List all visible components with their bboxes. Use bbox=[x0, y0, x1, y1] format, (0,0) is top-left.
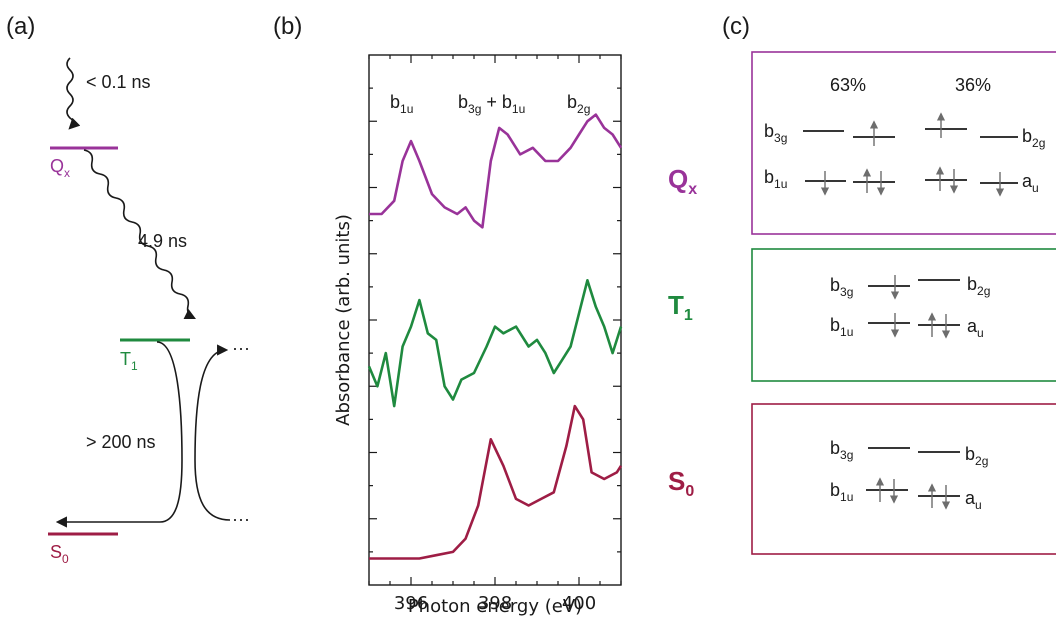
s0-level-bars bbox=[866, 447, 960, 497]
x-axis-label: Photon energy (eV) bbox=[408, 596, 582, 617]
s0-level-label: S0 bbox=[50, 542, 69, 566]
t1-electron-arrows bbox=[890, 275, 951, 339]
qx-orb-au: au bbox=[1022, 171, 1039, 195]
state-label-qx: Qx bbox=[668, 164, 697, 198]
x-tick-label: 396 bbox=[394, 593, 428, 614]
t1-level-label: T1 bbox=[120, 349, 138, 373]
x-tick-label: 398 bbox=[478, 593, 512, 614]
qx-orbital-box: 63% 36% b3g b1u b2g au bbox=[751, 51, 1056, 235]
recovery-arrow-to-dots bbox=[194, 344, 231, 521]
qx-orb-b2g: b2g bbox=[1022, 126, 1045, 150]
t1-level-bars bbox=[868, 279, 960, 326]
t1-orbital-box: b3g b1u b2g au bbox=[751, 248, 1056, 382]
decay-arrow-to-s0 bbox=[55, 341, 183, 528]
excitation-time: < 0.1 ns bbox=[86, 72, 151, 92]
peak-label-b1u: b1u bbox=[390, 92, 413, 116]
ellipsis-bottom: ··· bbox=[232, 509, 250, 529]
qx-level-bars bbox=[803, 128, 1018, 184]
ellipsis-top: ··· bbox=[232, 338, 250, 358]
panel-c-orbitals: 63% 36% b3g b1u b2g au bbox=[751, 51, 1056, 555]
panel-a-jablonski: < 0.1 ns Qx 4.9 ns T1 ··· ··· > 200 ns S… bbox=[48, 57, 250, 566]
peak-label-b2g: b2g bbox=[567, 92, 590, 116]
peak-label-b3g-b1u: b3g + b1u bbox=[458, 92, 525, 116]
panel-label-c: (c) bbox=[722, 13, 750, 40]
y-axis-label: Absorbance (arb. units) bbox=[333, 214, 354, 426]
qx-percent-63: 63% bbox=[830, 75, 866, 95]
s0-orbital-box: b3g b1u b2g au bbox=[751, 403, 1056, 555]
panel-label-b: (b) bbox=[273, 13, 302, 40]
panel-b-spectra: 396 398 400 Photon energy (eV) Absorbance … bbox=[333, 54, 697, 617]
t1-orb-b1u: b1u bbox=[830, 315, 853, 339]
s0-orb-b3g: b3g bbox=[830, 438, 853, 462]
qx-electron-arrows bbox=[820, 112, 1005, 197]
x-tick-label: 400 bbox=[562, 593, 596, 614]
s0-orb-b1u: b1u bbox=[830, 480, 853, 504]
series-s0 bbox=[369, 404, 623, 560]
qx-level-label: Qx bbox=[50, 156, 70, 180]
s0-orb-au: au bbox=[965, 488, 982, 512]
t1-orb-b3g: b3g bbox=[830, 275, 853, 299]
decay-time: > 200 ns bbox=[86, 432, 156, 452]
series-qx bbox=[369, 113, 623, 229]
state-label-t1: T1 bbox=[668, 290, 693, 324]
qx-orb-b1u: b1u bbox=[764, 167, 787, 191]
excitation-wavy-arrow bbox=[66, 57, 81, 130]
axis-ticks bbox=[368, 55, 622, 585]
isc-wavy-arrow bbox=[83, 149, 197, 320]
x-tick-labels: 396 398 400 bbox=[394, 593, 596, 614]
s0-electron-arrows bbox=[875, 477, 951, 510]
isc-time: 4.9 ns bbox=[138, 231, 187, 251]
t1-orb-au: au bbox=[967, 316, 984, 340]
qx-percent-36: 36% bbox=[955, 75, 991, 95]
spectra-series bbox=[367, 113, 623, 560]
panel-label-a: (a) bbox=[6, 13, 35, 40]
series-t1 bbox=[367, 278, 623, 408]
state-label-s0: S0 bbox=[668, 466, 694, 500]
plot-frame bbox=[368, 54, 622, 586]
t1-orb-b2g: b2g bbox=[967, 274, 990, 298]
s0-orb-b2g: b2g bbox=[965, 444, 988, 468]
qx-orb-b3g: b3g bbox=[764, 121, 787, 145]
